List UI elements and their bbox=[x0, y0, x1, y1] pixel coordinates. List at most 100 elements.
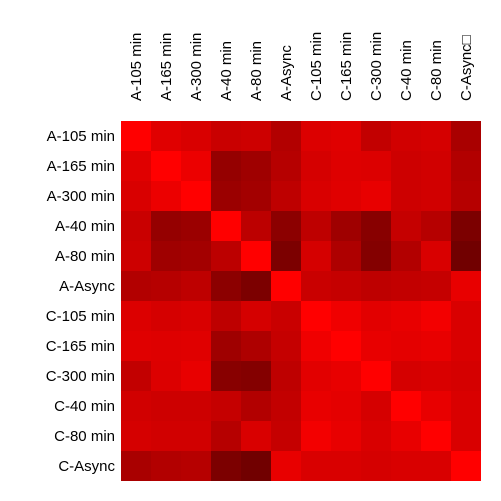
heatmap-cell bbox=[241, 301, 271, 331]
heatmap-cell bbox=[241, 421, 271, 451]
row-tick-label: A-300 min bbox=[47, 188, 115, 205]
heatmap-cell bbox=[271, 331, 301, 361]
heatmap-cell bbox=[241, 391, 271, 421]
heatmap-cell bbox=[451, 181, 481, 211]
row-tick-label: C-165 min bbox=[46, 338, 115, 355]
heatmap-cell bbox=[361, 391, 391, 421]
column-tick-label: C-Async□ bbox=[458, 35, 475, 101]
heatmap-cell bbox=[271, 421, 301, 451]
row-tick-label: A-40 min bbox=[55, 218, 115, 235]
heatmap-cell bbox=[451, 241, 481, 271]
heatmap-cell bbox=[391, 421, 421, 451]
row-tick-label: A-80 min bbox=[55, 248, 115, 265]
heatmap-cell bbox=[361, 421, 391, 451]
heatmap-cell bbox=[361, 181, 391, 211]
heatmap-cell bbox=[271, 301, 301, 331]
heatmap-cell bbox=[451, 391, 481, 421]
heatmap-cell bbox=[241, 271, 271, 301]
heatmap-cell bbox=[391, 331, 421, 361]
heatmap-cell bbox=[181, 331, 211, 361]
heatmap-cell bbox=[361, 301, 391, 331]
heatmap-cell bbox=[241, 361, 271, 391]
heatmap-cell bbox=[301, 301, 331, 331]
row-tick-label: A-165 min bbox=[47, 158, 115, 175]
heatmap-cell bbox=[121, 271, 151, 301]
heatmap-cell bbox=[421, 121, 451, 151]
heatmap-cell bbox=[361, 151, 391, 181]
heatmap-cell bbox=[211, 181, 241, 211]
heatmap-cell bbox=[271, 211, 301, 241]
heatmap-cell bbox=[121, 391, 151, 421]
heatmap-cell bbox=[271, 121, 301, 151]
heatmap-cell bbox=[241, 151, 271, 181]
heatmap-cell bbox=[421, 151, 451, 181]
heatmap-cell bbox=[121, 151, 151, 181]
heatmap-cell bbox=[151, 151, 181, 181]
heatmap-cell bbox=[421, 211, 451, 241]
heatmap-cell bbox=[331, 211, 361, 241]
row-tick-label: C-300 min bbox=[46, 368, 115, 385]
heatmap-cell bbox=[121, 211, 151, 241]
heatmap-cell bbox=[331, 421, 361, 451]
column-tick-label: A-40 min bbox=[218, 41, 235, 101]
heatmap-cell bbox=[271, 451, 301, 481]
heatmap-cell bbox=[331, 451, 361, 481]
heatmap-cell bbox=[421, 331, 451, 361]
heatmap-cell bbox=[211, 331, 241, 361]
heatmap-cell bbox=[421, 361, 451, 391]
column-tick-label: A-300 min bbox=[188, 33, 205, 101]
heatmap-cell bbox=[151, 391, 181, 421]
column-tick-label: C-105 min bbox=[308, 32, 325, 101]
heatmap-cell bbox=[211, 211, 241, 241]
heatmap-cell bbox=[271, 241, 301, 271]
heatmap-cell bbox=[421, 271, 451, 301]
heatmap-cell bbox=[361, 271, 391, 301]
heatmap-cell bbox=[451, 451, 481, 481]
heatmap-cell bbox=[151, 181, 181, 211]
heatmap-cell bbox=[391, 451, 421, 481]
heatmap-cell bbox=[241, 121, 271, 151]
heatmap-cell bbox=[391, 301, 421, 331]
heatmap-cell bbox=[331, 361, 361, 391]
heatmap-cell bbox=[181, 121, 211, 151]
heatmap-cell bbox=[331, 151, 361, 181]
heatmap-cell bbox=[361, 451, 391, 481]
heatmap-cell bbox=[301, 151, 331, 181]
heatmap-cell bbox=[301, 421, 331, 451]
row-tick-label: A-105 min bbox=[47, 128, 115, 145]
row-tick-label: C-105 min bbox=[46, 308, 115, 325]
heatmap-cell bbox=[421, 301, 451, 331]
heatmap-cell bbox=[451, 421, 481, 451]
heatmap-cell bbox=[181, 391, 211, 421]
heatmap-cell bbox=[181, 421, 211, 451]
heatmap-cell bbox=[241, 211, 271, 241]
heatmap-cell bbox=[331, 391, 361, 421]
heatmap-cell bbox=[421, 181, 451, 211]
heatmap-cell bbox=[151, 361, 181, 391]
heatmap-cell bbox=[301, 241, 331, 271]
heatmap-cell bbox=[121, 361, 151, 391]
column-labels: A-105 min A-165 min A-300 min A-40 min A-80 … bbox=[128, 32, 475, 101]
heatmap-cell bbox=[451, 301, 481, 331]
heatmap-cell bbox=[271, 361, 301, 391]
column-tick-label: A-105 min bbox=[128, 33, 145, 101]
row-labels: A-105 min A-165 min A-300 min A-40 min A-80 … bbox=[46, 128, 116, 475]
heatmap-cell bbox=[301, 211, 331, 241]
heatmap-cell bbox=[301, 391, 331, 421]
heatmap-cell bbox=[301, 271, 331, 301]
heatmap-cell bbox=[121, 331, 151, 361]
heatmap-cell bbox=[361, 211, 391, 241]
heatmap-cell bbox=[391, 121, 421, 151]
heatmap-cell bbox=[151, 301, 181, 331]
heatmap-cell bbox=[121, 181, 151, 211]
heatmap-cell bbox=[211, 361, 241, 391]
heatmap-cell bbox=[361, 241, 391, 271]
heatmap-cell bbox=[241, 181, 271, 211]
heatmap-cell bbox=[301, 121, 331, 151]
heatmap-cells bbox=[121, 121, 481, 481]
heatmap-cell bbox=[451, 331, 481, 361]
heatmap-cell bbox=[421, 421, 451, 451]
row-tick-label: A-Async bbox=[59, 278, 115, 295]
heatmap-cell bbox=[361, 121, 391, 151]
